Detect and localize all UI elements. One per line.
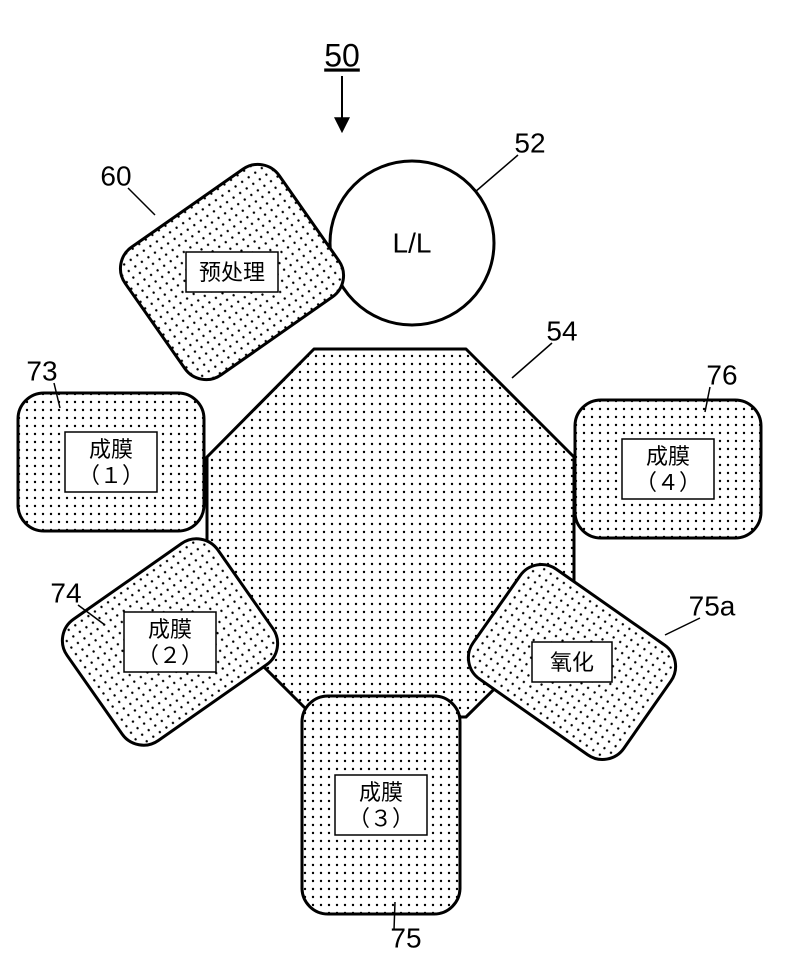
- chamber-film2-label-line: （２）: [137, 643, 203, 668]
- loadlock-callout: 52: [514, 127, 545, 158]
- chamber-film4: 成膜（４）: [575, 400, 761, 538]
- chamber-film3-callout: 75: [390, 922, 421, 953]
- chamber-pretreat-label-line: 预处理: [199, 260, 265, 285]
- chamber-film3: 成膜（３）: [302, 696, 460, 914]
- chamber-film2-callout: 74: [50, 577, 81, 608]
- chamber-film4-callout: 76: [706, 359, 737, 390]
- chamber-film1-label-line: 成膜: [89, 437, 133, 462]
- chamber-film3-label-line: （３）: [348, 806, 414, 831]
- chamber-film4-label-line: （４）: [635, 470, 701, 495]
- chamber-oxid-label-line: 氧化: [550, 650, 594, 675]
- loadlock-label: L/L: [393, 227, 432, 258]
- chamber-film1: 成膜（１）: [18, 393, 204, 531]
- chamber-film1-callout: 73: [26, 355, 57, 386]
- chamber-film2-label-line: 成膜: [148, 617, 192, 642]
- octagon-callout: 54: [546, 315, 577, 346]
- chamber-film1-label-line: （１）: [78, 463, 144, 488]
- chamber-film4-label-line: 成膜: [646, 444, 690, 469]
- chamber-film3-label-line: 成膜: [359, 780, 403, 805]
- figure-ref: 50: [324, 37, 360, 73]
- chamber-pretreat-callout: 60: [100, 160, 131, 191]
- chamber-oxid-callout: 75a: [689, 590, 736, 621]
